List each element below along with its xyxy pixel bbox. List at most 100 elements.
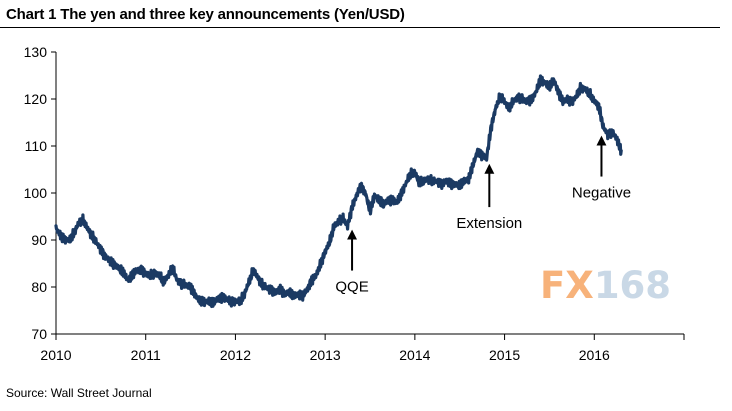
watermark-fx: FX — [540, 264, 594, 307]
data-point — [580, 87, 581, 88]
data-point — [477, 150, 478, 151]
data-point — [428, 178, 429, 179]
data-point — [248, 282, 249, 283]
data-point — [105, 256, 106, 257]
data-point — [154, 272, 155, 273]
data-point — [356, 195, 357, 196]
data-point — [212, 303, 213, 304]
data-point — [82, 220, 83, 221]
data-point — [221, 297, 222, 298]
data-point — [284, 293, 285, 294]
data-point — [69, 240, 70, 241]
y-tick-label: 100 — [24, 185, 48, 201]
data-point — [491, 127, 492, 128]
x-tick-label: 2016 — [579, 347, 610, 363]
data-point — [437, 181, 438, 182]
data-point — [459, 185, 460, 186]
data-point — [558, 91, 559, 92]
x-tick-label: 2013 — [310, 347, 341, 363]
data-point — [616, 138, 617, 139]
data-point — [508, 108, 509, 109]
data-point — [598, 105, 599, 106]
data-point — [329, 242, 330, 243]
data-point — [432, 181, 433, 182]
data-point — [118, 268, 119, 269]
chart-title: Chart 1 The yen and three key announceme… — [6, 6, 405, 23]
data-point — [123, 272, 124, 273]
data-point — [607, 134, 608, 135]
data-point — [383, 204, 384, 205]
data-point — [522, 98, 523, 99]
data-point — [275, 292, 276, 293]
data-point — [208, 301, 209, 302]
data-point — [109, 261, 110, 262]
data-point — [159, 275, 160, 276]
annotation-label: Negative — [572, 185, 631, 202]
y-axis: 70 80 90 100 110 120 130 — [24, 44, 57, 342]
data-point — [78, 223, 79, 224]
data-point — [401, 192, 402, 193]
data-point — [177, 279, 178, 280]
data-point — [271, 289, 272, 290]
data-point — [482, 155, 483, 156]
data-point — [136, 270, 137, 271]
y-tick-label: 90 — [31, 232, 47, 248]
data-point — [567, 98, 568, 99]
data-point — [320, 263, 321, 264]
data-point — [185, 284, 186, 285]
data-point — [365, 192, 366, 193]
data-point — [141, 269, 142, 270]
data-point — [594, 101, 595, 102]
data-point — [351, 207, 352, 208]
data-point — [392, 199, 393, 200]
data-point — [239, 301, 240, 302]
data-point — [325, 251, 326, 252]
data-point — [540, 80, 541, 81]
x-tick-label: 2010 — [40, 347, 71, 363]
x-tick-label: 2014 — [399, 347, 430, 363]
data-point — [473, 164, 474, 165]
data-point — [486, 157, 487, 158]
data-point — [87, 228, 88, 229]
data-point — [307, 289, 308, 290]
data-point — [513, 101, 514, 102]
data-point — [257, 277, 258, 278]
data-point — [535, 91, 536, 92]
data-point — [199, 301, 200, 302]
fx168-watermark: FX168 — [540, 267, 671, 304]
data-point — [504, 101, 505, 102]
y-tick-label: 110 — [25, 138, 48, 154]
data-point — [612, 131, 613, 132]
data-point — [405, 183, 406, 184]
data-point — [114, 264, 115, 265]
data-point — [235, 301, 236, 302]
data-point — [495, 108, 496, 109]
data-point — [517, 96, 518, 97]
data-point — [145, 273, 146, 274]
y-tick-label: 70 — [31, 326, 47, 342]
data-point — [441, 183, 442, 184]
data-point — [298, 293, 299, 294]
data-point — [150, 275, 151, 276]
data-point — [217, 298, 218, 299]
data-point — [96, 242, 97, 243]
data-point — [553, 80, 554, 81]
data-point — [603, 127, 604, 128]
data-point — [338, 221, 339, 222]
data-point — [253, 270, 254, 271]
source-note: Source: Wall Street Journal — [6, 386, 152, 400]
data-point — [571, 101, 572, 102]
data-point — [549, 87, 550, 88]
data-point — [190, 286, 191, 287]
data-point — [194, 293, 195, 294]
data-point — [621, 150, 622, 151]
annotations: QQE Extension Negative — [335, 135, 631, 296]
data-point — [226, 298, 227, 299]
data-point — [311, 279, 312, 280]
x-tick-label: 2012 — [220, 347, 251, 363]
data-point — [181, 283, 182, 284]
data-point — [468, 178, 469, 179]
data-point — [585, 89, 586, 90]
annotation-label: QQE — [335, 279, 368, 296]
